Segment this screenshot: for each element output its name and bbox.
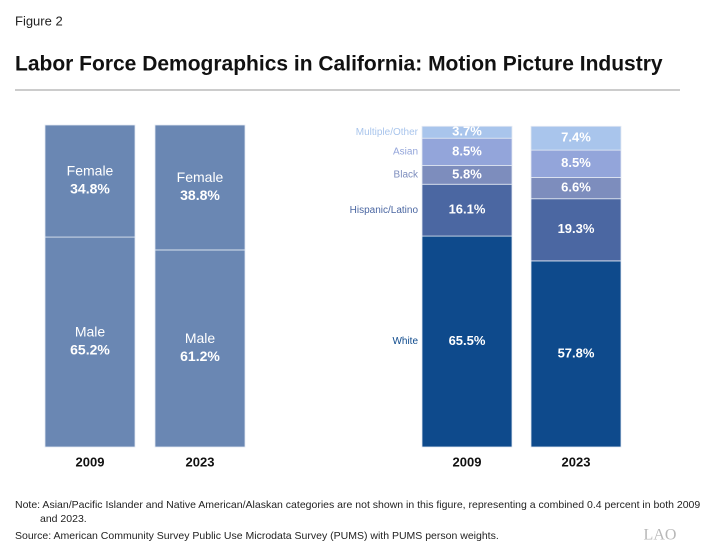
x-tick-label: 2009 xyxy=(76,454,105,469)
bar-segment xyxy=(530,125,622,151)
value-label: 16.1% xyxy=(449,202,486,217)
value-label: 65.5% xyxy=(449,333,486,348)
bar-segment xyxy=(421,235,513,448)
figure-label: Figure 2 xyxy=(15,13,63,28)
value-label: 38.8% xyxy=(180,187,220,203)
bar-segment xyxy=(530,149,622,178)
bar-segment xyxy=(421,183,513,237)
segment-name: Male xyxy=(185,330,216,346)
value-label: 65.2% xyxy=(70,342,110,358)
x-tick-label: 2023 xyxy=(186,454,215,469)
value-label: 34.8% xyxy=(70,181,110,197)
bar-segment xyxy=(530,260,622,448)
value-label: 57.8% xyxy=(558,345,595,360)
segment-name: Male xyxy=(75,324,106,340)
value-label: 8.5% xyxy=(452,143,482,158)
value-label: 19.3% xyxy=(558,221,595,236)
value-label: 3.7% xyxy=(452,124,482,139)
note: Note: Asian/Pacific Islander and Native … xyxy=(15,499,701,525)
segment-name: Female xyxy=(67,163,114,179)
bar-segment xyxy=(421,137,513,166)
legend-label: Hispanic/Latino xyxy=(350,205,419,216)
value-label: 8.5% xyxy=(561,155,591,170)
legend-label: Black xyxy=(394,170,419,181)
bar-segment xyxy=(44,236,136,448)
bar-segment xyxy=(530,198,622,262)
legend-label: Asian xyxy=(393,147,418,158)
source: Source: American Community Survey Public… xyxy=(15,530,499,542)
legend-label: White xyxy=(392,336,418,347)
value-label: 6.6% xyxy=(561,180,591,195)
logo: LAO xyxy=(644,527,677,544)
value-label: 5.8% xyxy=(452,166,482,181)
x-tick-label: 2009 xyxy=(453,454,482,469)
chart-title: Labor Force Demographics in California: … xyxy=(15,53,663,76)
bar-segment xyxy=(154,249,246,448)
value-label: 7.4% xyxy=(561,130,591,145)
legend-label: Multiple/Other xyxy=(356,127,419,138)
bar-segment xyxy=(421,125,513,139)
bar-segment xyxy=(44,124,136,238)
x-tick-label: 2023 xyxy=(562,454,591,469)
segment-name: Female xyxy=(177,169,224,185)
bar-segment xyxy=(154,124,246,251)
value-label: 61.2% xyxy=(180,348,220,364)
